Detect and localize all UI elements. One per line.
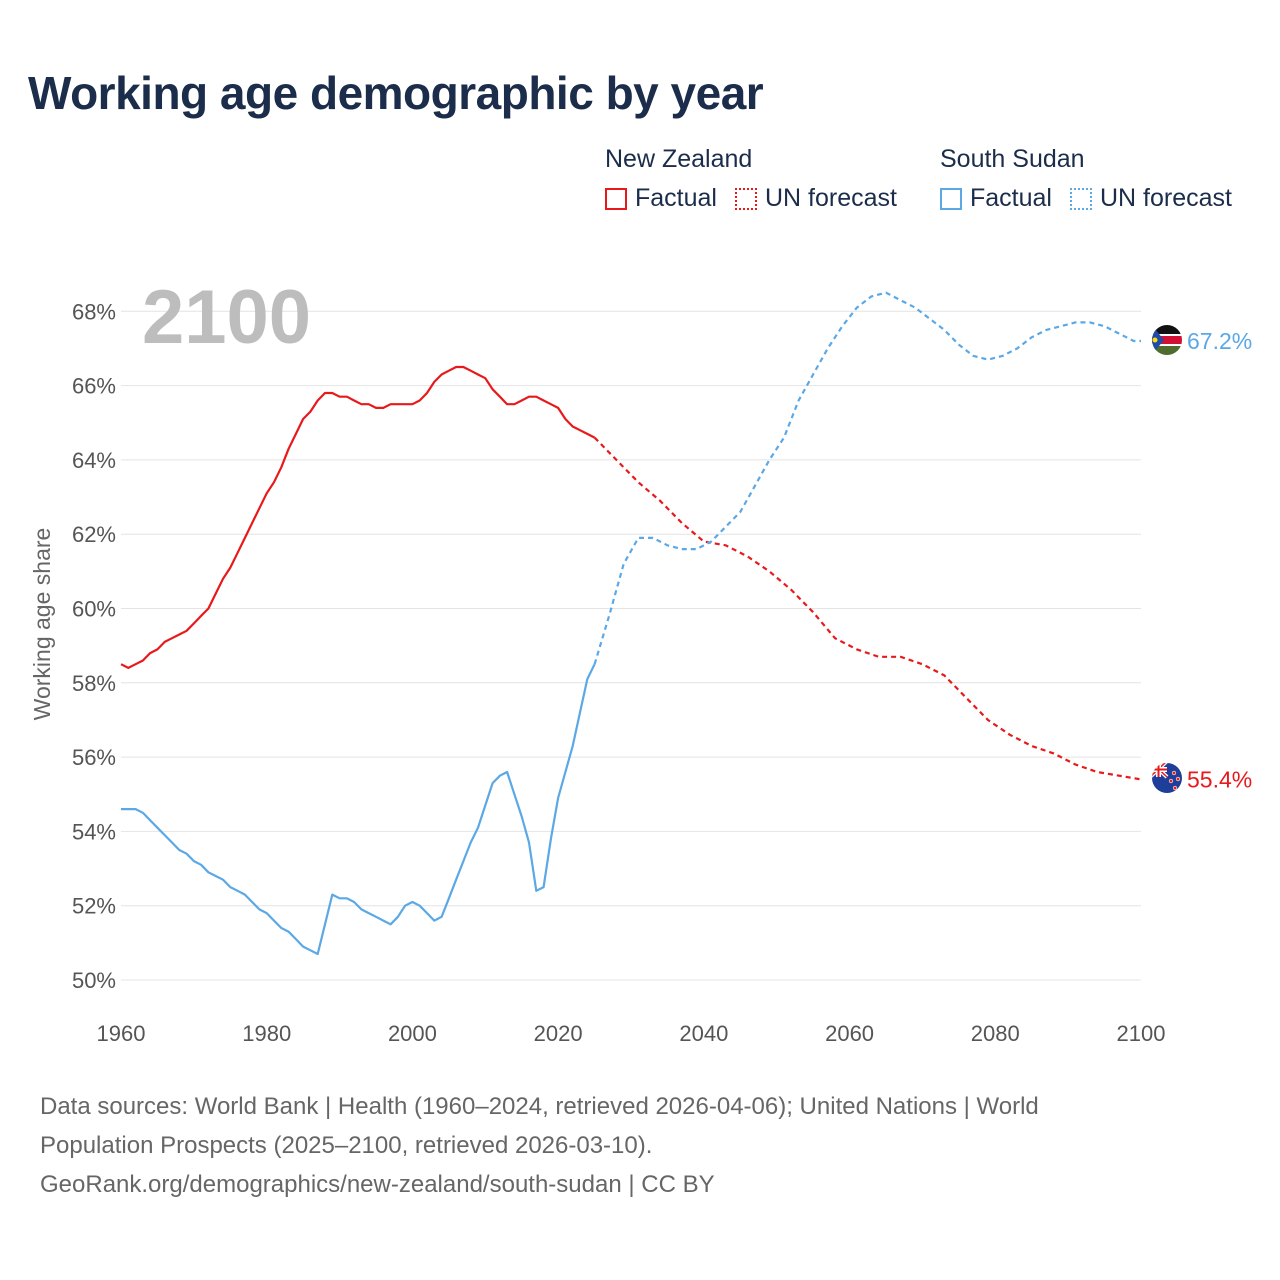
legend-label: Factual xyxy=(970,184,1052,212)
legend-swatch-solid xyxy=(940,187,962,210)
series: 55.4% 67.2% xyxy=(120,291,1252,956)
x-tick-label: 2080 xyxy=(971,1021,1020,1046)
y-tick-label: 68% xyxy=(72,299,116,324)
y-tick-label: 64% xyxy=(72,448,116,473)
legend-item-ss-factual[interactable]: Factual xyxy=(940,184,1052,213)
new-zealand-forecast-line xyxy=(593,436,1142,781)
footer: Data sources: World Bank | Health (1960–… xyxy=(40,1087,1240,1204)
grid xyxy=(121,310,1141,981)
y-tick-label: 60% xyxy=(72,597,116,622)
y-tick-label: 50% xyxy=(72,968,116,993)
legend-group-name: New Zealand xyxy=(605,145,753,173)
new-zealand-flag-icon xyxy=(1152,763,1182,793)
legend-group-south-sudan[interactable]: South Sudan Factual UN forecast xyxy=(940,142,1250,213)
footer-link[interactable]: GeoRank.org/demographics/new-zealand/sou… xyxy=(40,1171,715,1198)
legend-item-ss-forecast[interactable]: UN forecast xyxy=(1069,184,1232,213)
y-tick-label: 66% xyxy=(72,374,116,399)
x-tick-label: 2040 xyxy=(679,1021,728,1046)
year-overlay: 2100 xyxy=(142,275,311,360)
x-tick-label: 2060 xyxy=(825,1021,874,1046)
y-tick-label: 52% xyxy=(72,894,116,919)
footer-sources-line-1: Data sources: World Bank | Health (1960–… xyxy=(40,1093,1039,1120)
legend-group-new-zealand[interactable]: New Zealand Factual UN forecast xyxy=(605,142,915,213)
x-tick-label: 1960 xyxy=(97,1021,146,1046)
south-sudan-end-label: 67.2% xyxy=(1187,328,1252,354)
legend-item-nz-forecast[interactable]: UN forecast xyxy=(734,184,897,213)
x-axis: 1960 1980 2000 2020 2040 2060 2080 2100 xyxy=(97,1021,1166,1046)
y-tick-label: 58% xyxy=(72,671,116,696)
x-tick-label: 2000 xyxy=(388,1021,437,1046)
new-zealand-factual-line xyxy=(120,365,596,670)
y-axis: 50% 52% 54% 56% 58% 60% 62% 64% 66% 68% xyxy=(72,299,116,993)
legend-group-name: South Sudan xyxy=(940,145,1085,173)
south-sudan-flag-icon xyxy=(1152,325,1182,355)
y-tick-label: 62% xyxy=(72,522,116,547)
y-axis-label: Working age share xyxy=(29,528,55,721)
south-sudan-factual-line xyxy=(121,663,596,956)
south-sudan-forecast-line xyxy=(593,291,1141,665)
footer-sources-line-2: Population Prospects (2025–2100, retriev… xyxy=(40,1132,653,1159)
chart-title: Working age demographic by year xyxy=(28,67,764,119)
new-zealand-end-label: 55.4% xyxy=(1187,766,1252,792)
y-tick-label: 54% xyxy=(72,819,116,844)
y-tick-label: 56% xyxy=(72,745,116,770)
x-tick-label: 1980 xyxy=(242,1021,291,1046)
x-tick-label: 2100 xyxy=(1117,1021,1166,1046)
legend-label: UN forecast xyxy=(1099,184,1232,212)
legend-label: UN forecast xyxy=(764,184,897,212)
legend-swatch-solid xyxy=(605,187,627,210)
legend-swatch-dotted xyxy=(734,187,757,210)
legend-label: Factual xyxy=(635,184,717,212)
legend-item-nz-factual[interactable]: Factual xyxy=(605,184,717,213)
legend-swatch-dotted xyxy=(1069,187,1092,210)
x-tick-label: 2020 xyxy=(534,1021,583,1046)
